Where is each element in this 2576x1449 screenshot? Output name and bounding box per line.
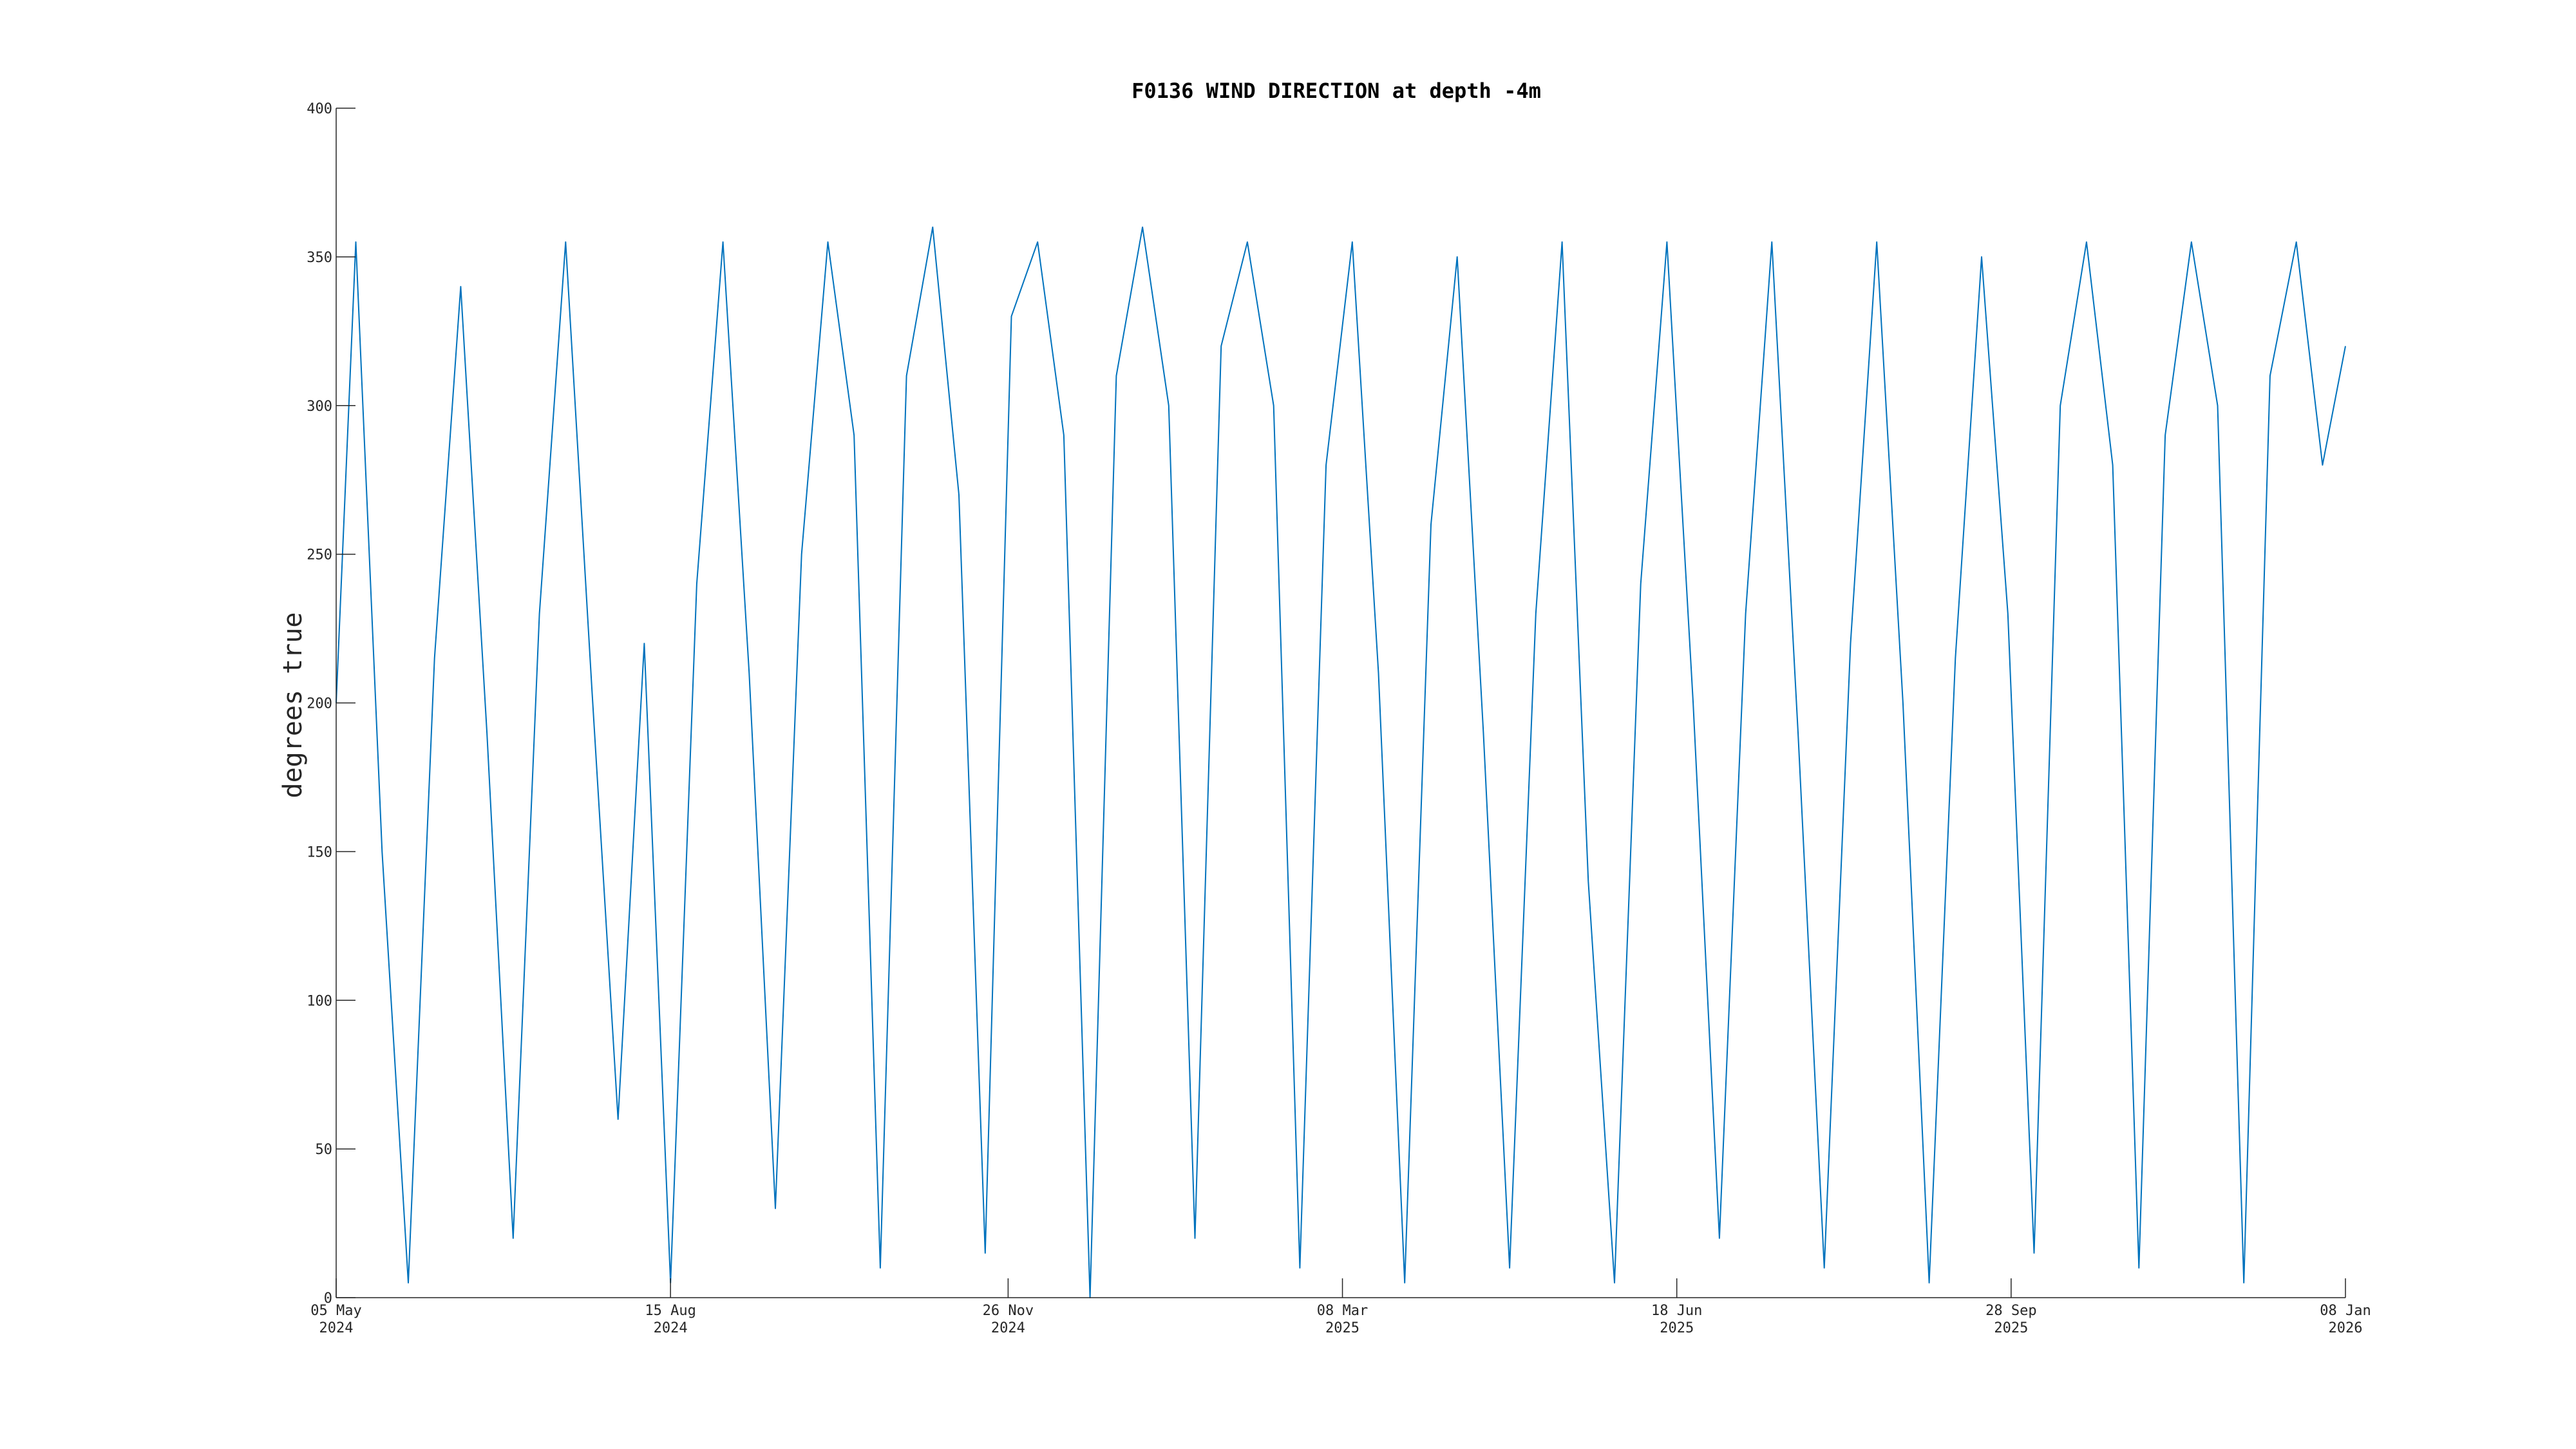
chart-title: F0136 WIND DIRECTION at depth -4m — [1132, 79, 1541, 103]
x-tick-year-label: 2024 — [654, 1320, 688, 1336]
x-tick-label: 05 May — [310, 1303, 361, 1319]
y-tick-label: 0 — [324, 1291, 332, 1307]
x-tick-label: 18 Jun — [1651, 1303, 1702, 1319]
x-tick-year-label: 2025 — [1660, 1320, 1694, 1336]
y-tick-label: 50 — [316, 1142, 333, 1158]
y-tick-label: 250 — [307, 547, 332, 564]
y-tick-label: 400 — [307, 101, 332, 117]
x-tick-year-label: 2025 — [1994, 1320, 2028, 1336]
y-axis-label: degrees true — [278, 612, 308, 799]
x-tick-label: 08 Jan — [2320, 1303, 2371, 1319]
series-line — [336, 226, 2346, 1298]
x-tick-label: 15 Aug — [645, 1303, 696, 1319]
plot-series-group — [336, 226, 2346, 1298]
x-tick-year-label: 2026 — [2329, 1320, 2363, 1336]
x-tick-year-label: 2024 — [991, 1320, 1025, 1336]
x-tick-year-label: 2024 — [319, 1320, 354, 1336]
y-tick-label: 350 — [307, 250, 332, 266]
y-tick-label: 300 — [307, 399, 332, 415]
x-tick-label: 08 Mar — [1317, 1303, 1368, 1319]
x-tick-label: 26 Nov — [983, 1303, 1034, 1319]
y-tick-label: 150 — [307, 844, 332, 860]
y-tick-label: 100 — [307, 993, 332, 1009]
y-tick-label: 200 — [307, 696, 332, 712]
x-tick-year-label: 2025 — [1325, 1320, 1359, 1336]
x-tick-label: 28 Sep — [1985, 1303, 2036, 1319]
